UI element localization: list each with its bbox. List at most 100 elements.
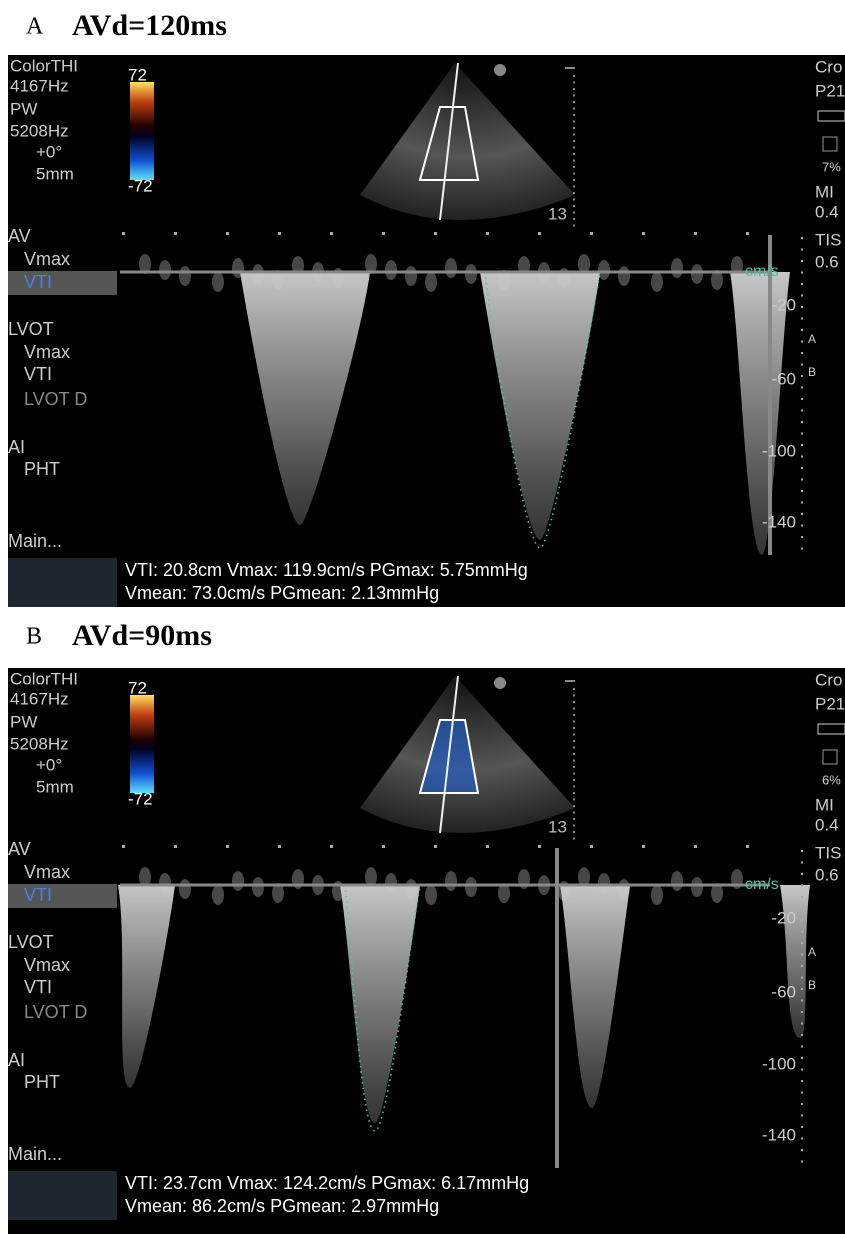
depth-tick [573,199,575,201]
scale-tick [801,536,803,538]
side-info: TIS [815,843,841,862]
depth-tick [573,792,575,794]
scale-tick [801,387,803,389]
scale-tick [801,375,803,377]
depth-tick [573,140,575,142]
scale-tick [801,283,803,285]
depth-tick [573,760,575,762]
menu-item: AV [8,839,31,859]
depth-tick [573,818,575,820]
depth-tick [573,740,575,742]
valve-click [159,873,171,893]
setting: 4167Hz [10,76,69,95]
panel-label: A [26,14,44,40]
depth-tick [573,773,575,775]
setting: +0° [36,142,62,161]
velocity-label: -140 [762,1125,796,1144]
valve-click [651,272,663,292]
side-info: 0.4 [815,202,839,221]
valve-click [465,264,477,284]
valve-click [691,264,703,284]
time-tick [746,845,749,848]
marker-dot [494,677,506,689]
scale-tick [801,862,803,864]
depth-tick [573,101,575,103]
valve-click [252,877,264,897]
menu-item: Vmax [24,862,70,882]
menu-footer [8,1171,117,1220]
depth-label: 13 [548,204,567,223]
scale-tick [801,341,803,343]
depth-tick [573,75,575,77]
color-bar [130,82,154,180]
valve-click [598,873,610,893]
depth-tick [573,812,575,814]
color-max: 72 [128,65,147,84]
side-info: 0.6 [815,865,839,884]
depth-tick [573,121,575,123]
menu-item: Vmax [24,249,70,269]
valve-click [179,879,191,899]
depth-tick [573,95,575,97]
scale-tick [801,988,803,990]
scale-tick [801,525,803,527]
depth-tick [573,212,575,214]
velocity-unit: cm/s [745,876,779,893]
depth-tick [573,114,575,116]
depth-tick [573,147,575,149]
side-info: 0.6 [815,252,839,271]
depth-tick [573,701,575,703]
menu-item: LVOT [8,932,54,952]
depth-tick [573,134,575,136]
depth-tick [573,127,575,129]
side-marker: A [808,332,816,346]
scale-tick [801,398,803,400]
velocity-label: -60 [771,982,796,1001]
scale-tick [801,295,803,297]
side-info: 6% [822,772,841,787]
depth-tick [573,799,575,801]
time-tick [122,845,125,848]
valve-click [425,272,437,292]
depth-tick [573,186,575,188]
scale-tick [801,364,803,366]
valve-click [465,877,477,897]
menu-item: AV [8,226,31,246]
depth-tick [573,166,575,168]
time-tick [538,845,541,848]
time-tick [330,845,333,848]
scale-tick [801,1011,803,1013]
depth-tick [573,766,575,768]
depth-tick [573,805,575,807]
menu-item: PHT [24,1072,60,1092]
menu-item: Vmax [24,342,70,362]
scale-tick [801,1034,803,1036]
time-tick [226,232,229,235]
side-info: MI [815,795,834,814]
menu-item: AI [8,437,25,457]
depth-tick [573,153,575,155]
depth-tick [573,786,575,788]
time-tick [382,845,385,848]
measurement: Vmean: 73.0cm/s PGmean: 2.13mmHg [125,583,439,603]
menu-item: VTI [24,364,52,384]
scale-tick [801,885,803,887]
valve-click [232,871,244,891]
velocity-unit: cm/s [745,263,779,280]
scale-tick [801,410,803,412]
scale-tick [801,1115,803,1117]
scale-tick [801,954,803,956]
scale-tick [801,1149,803,1151]
menu-item: Main... [8,531,62,551]
side-info: MI [815,182,834,201]
depth-tick [573,734,575,736]
valve-click [252,264,264,284]
menu-item: VTI [24,272,52,292]
time-tick [486,232,489,235]
scale-tick [801,965,803,967]
velocity-label: -100 [762,1054,796,1073]
depth-tick [573,688,575,690]
scale-tick [801,352,803,354]
time-tick [746,232,749,235]
valve-click [232,258,244,278]
